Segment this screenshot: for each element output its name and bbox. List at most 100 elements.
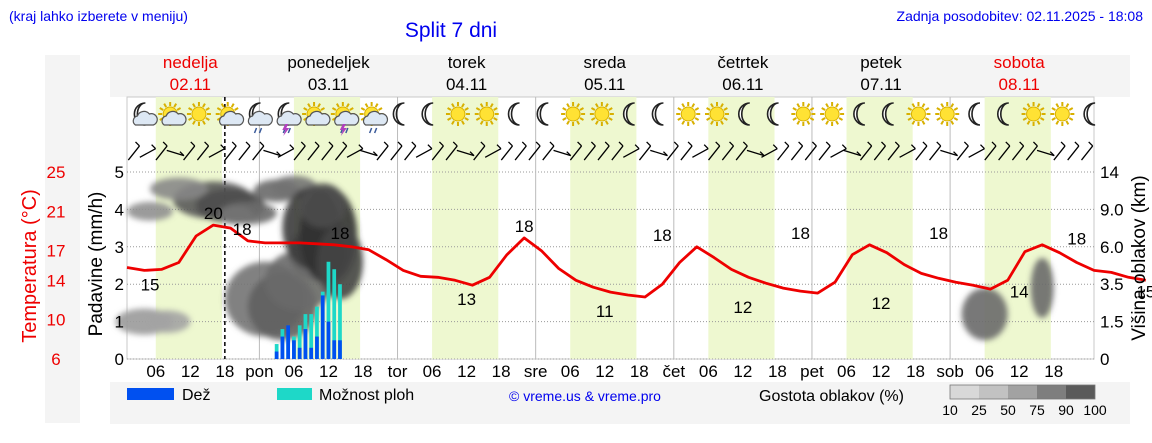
wind-shaft [321, 145, 334, 161]
x-tick-label: 12 [1010, 362, 1029, 381]
sun-ray [677, 117, 682, 121]
cloud-density-layer [115, 175, 1054, 341]
sun-ray [723, 117, 728, 121]
wind-shaft [542, 145, 555, 161]
sun-ray [608, 107, 613, 111]
wind-barb-icon [528, 141, 541, 161]
cloud-blob [150, 177, 208, 201]
wind-feather [204, 141, 210, 147]
wind-feather [784, 141, 790, 147]
daytime-band [432, 97, 499, 359]
x-tick-label: 06 [284, 362, 303, 381]
temperature-label: 15 [141, 275, 160, 294]
sun-ray [562, 117, 567, 121]
sun-ray [595, 120, 599, 125]
moon-cloud-icon [132, 102, 158, 126]
wind-feather [342, 141, 348, 147]
wind-shaft [139, 148, 156, 158]
rain-drop [373, 127, 378, 134]
sun-icon [561, 102, 586, 126]
sun-ray [461, 103, 465, 108]
shower-chance-bar [338, 284, 342, 359]
sun-disc [824, 106, 840, 122]
cloud-scale-label: 75 [1029, 402, 1045, 418]
wind-shaft [293, 145, 306, 161]
wind-feather [1074, 141, 1080, 147]
wind-barb-icon [1080, 141, 1094, 161]
wind-feather [1005, 141, 1011, 147]
sun-disc [795, 106, 811, 122]
wind-shaft [666, 145, 679, 161]
wind-shaft [376, 145, 389, 161]
x-tick-label: 12 [733, 362, 752, 381]
x-tick-label: 12 [595, 362, 614, 381]
cloud-legend-label: Gostota oblakov (%) [759, 388, 904, 405]
wind-barb-icon [277, 144, 295, 158]
sun-ray [681, 120, 686, 125]
wind-shaft [638, 145, 652, 161]
wind-shaft [473, 145, 486, 161]
sun-icon [906, 102, 931, 126]
temperature-tick: 21 [47, 202, 66, 221]
x-tick-label: 06 [423, 362, 442, 381]
wind-feather [742, 141, 748, 147]
sun-ray [188, 117, 193, 121]
sun-icon [935, 102, 960, 126]
sun-ray [924, 107, 930, 111]
cloud-shape [161, 110, 187, 126]
sun-ray [605, 103, 609, 108]
day-name: ponedeljek [287, 53, 370, 72]
daytime-band [708, 97, 775, 359]
temperature-tick: 25 [47, 163, 66, 182]
sun-ray [378, 107, 383, 111]
wind-feather [411, 141, 417, 147]
wind-barb-icon [804, 141, 817, 161]
sun-ray [173, 103, 178, 108]
wind-shaft [887, 145, 900, 161]
wind-feather [811, 141, 817, 147]
x-tick-label: 18 [354, 362, 373, 381]
sun-ray [835, 103, 839, 108]
sun-ray [921, 120, 926, 125]
sun-ray [723, 107, 728, 111]
wind-barb-icon [968, 144, 985, 158]
wind-barb-icon [680, 141, 693, 161]
wind-feather [634, 144, 640, 150]
day-labels: nedelja 02.11 ponedeljek 03.11 torek 04.11 sre… [163, 53, 1045, 94]
sun-icon [791, 102, 816, 126]
x-tick-label: 18 [630, 362, 649, 381]
cloud-shape [132, 110, 158, 126]
sun-icon [704, 102, 729, 126]
sun-ray [451, 103, 455, 108]
wind-feather [825, 141, 831, 147]
temperature-label: 12 [733, 298, 752, 317]
sun-ray [694, 117, 700, 121]
cloud-density-blobs [115, 175, 1054, 341]
wind-shaft [252, 145, 265, 161]
day-date: 03.11 [308, 75, 349, 94]
rain-bar [332, 340, 337, 359]
wind-barb-icon [569, 141, 583, 161]
cloud-blob [144, 310, 191, 333]
sun-icon [676, 102, 701, 126]
x-tick-label: čet [662, 362, 685, 381]
wind-shaft [183, 145, 196, 161]
sun-ray [447, 107, 452, 111]
cloud-shape [334, 110, 360, 126]
precip-tick: 3 [115, 238, 124, 257]
wind-feather [496, 144, 502, 150]
sun-ray [1026, 103, 1031, 108]
copyright: © vreme.us & vreme.pro [509, 388, 661, 404]
sun-ray [202, 120, 206, 125]
sun-ray [493, 117, 498, 121]
sun-ray [479, 103, 484, 108]
sun-ray [479, 120, 484, 125]
wind-barb-icon [307, 141, 320, 161]
wind-barb-icon [692, 144, 709, 158]
wind-barb-icon [155, 141, 168, 161]
sun-ray [349, 107, 354, 111]
wind-barb-icon [208, 144, 226, 158]
day-date: 05.11 [584, 75, 625, 94]
